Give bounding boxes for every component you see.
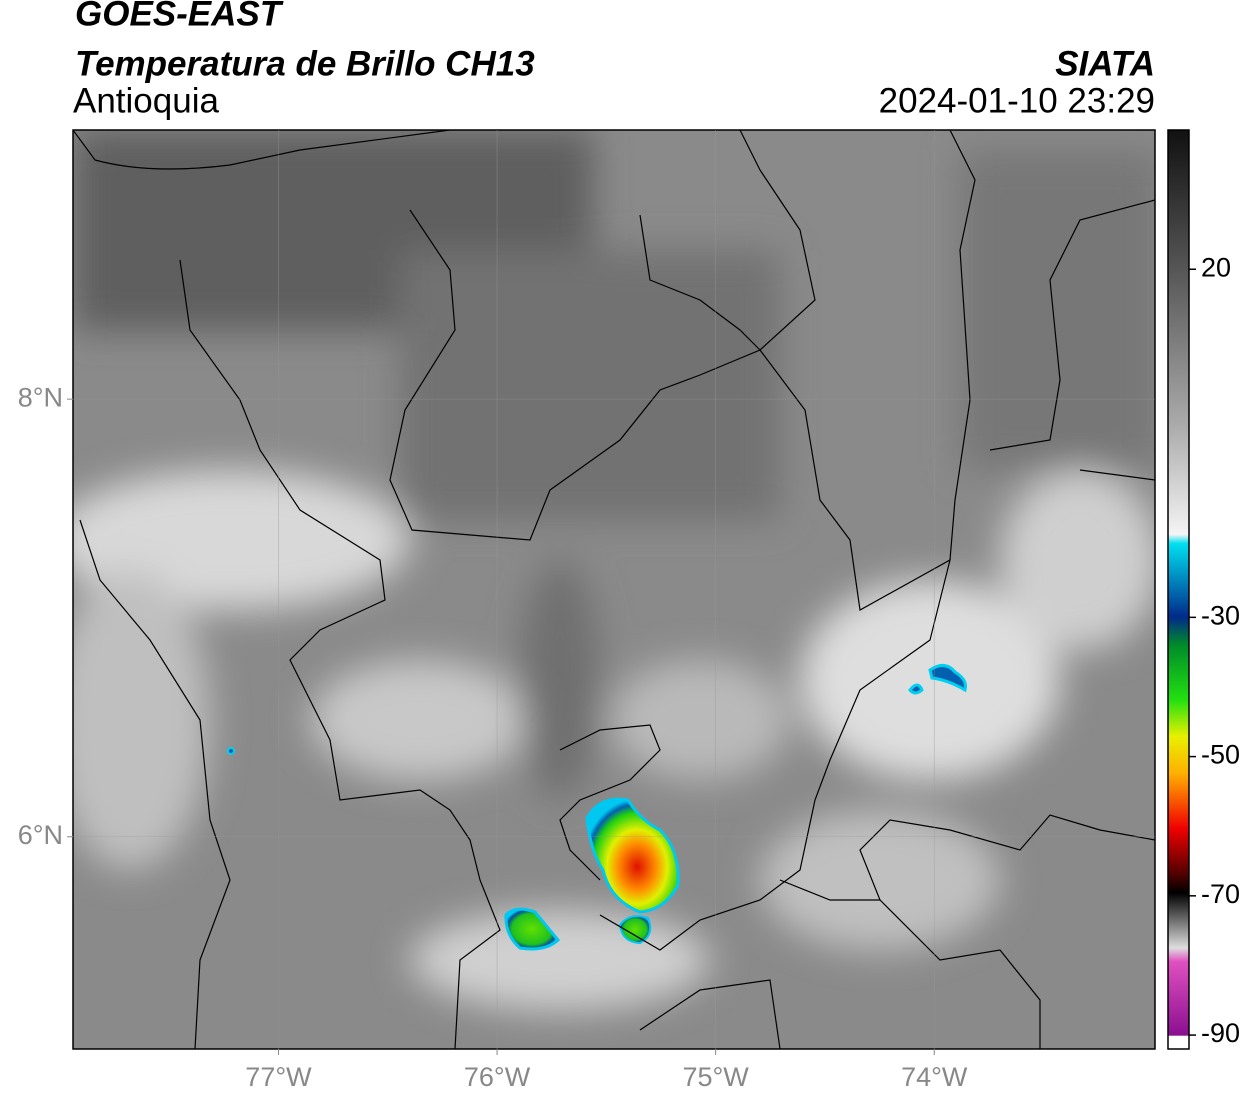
org: SIATA: [1055, 44, 1155, 83]
colorbar-tick-label: -70: [1201, 879, 1240, 909]
region: Antioquia: [73, 81, 219, 120]
satellite-image: [73, 130, 1155, 1049]
colorbar-tick-label: -90: [1201, 1018, 1240, 1048]
y-tick-label: 8°N: [18, 382, 63, 412]
x-tick-label: 77°W: [245, 1062, 312, 1092]
colorbar: [1167, 129, 1190, 1050]
colorbar-tick-label: 20: [1201, 252, 1231, 282]
source: GOES-EAST: [75, 0, 284, 33]
colorbar-tick-label: -50: [1201, 740, 1240, 770]
x-tick-label: 75°W: [682, 1062, 749, 1092]
title: Temperatura de Brillo CH13: [75, 44, 535, 83]
y-tick-label: 6°N: [18, 820, 63, 850]
colorbar-tick-label: -30: [1201, 600, 1240, 630]
map-frame: [72, 129, 1156, 1050]
x-tick-label: 76°W: [464, 1062, 531, 1092]
timestamp: 2024-01-10 23:29: [879, 81, 1155, 120]
x-tick-label: 74°W: [901, 1062, 968, 1092]
borders: [73, 130, 1155, 1049]
